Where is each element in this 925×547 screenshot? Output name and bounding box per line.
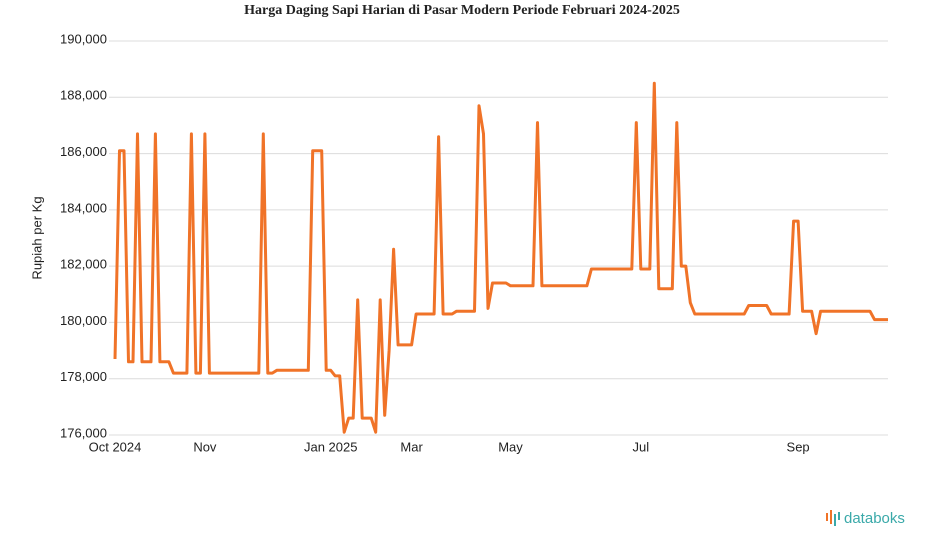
watermark: databoks xyxy=(844,510,905,527)
logo xyxy=(826,510,840,526)
x-tick-label: Nov xyxy=(193,439,217,454)
data-line xyxy=(113,81,888,434)
x-tick-label: Jan 2025 xyxy=(304,439,358,454)
y-tick-label: 176,000 xyxy=(60,425,107,440)
chart-title: Harga Daging Sapi Harian di Pasar Modern… xyxy=(244,3,680,18)
x-tick-label: Sep xyxy=(787,439,810,454)
y-axis-label: Rupiah per Kg xyxy=(29,196,44,279)
x-tick-label: Oct 2024 xyxy=(89,439,142,454)
x-tick-label: May xyxy=(498,439,523,454)
y-tick-label: 178,000 xyxy=(60,369,107,384)
y-tick-label: 180,000 xyxy=(60,313,107,328)
y-tick-label: 190,000 xyxy=(60,31,107,46)
y-tick-label: 186,000 xyxy=(60,144,107,159)
x-tick-label: Mar xyxy=(400,439,423,454)
y-tick-label: 184,000 xyxy=(60,200,107,215)
x-tick-label: Jul xyxy=(633,439,650,454)
y-tick-label: 188,000 xyxy=(60,88,107,103)
y-tick-label: 182,000 xyxy=(60,257,107,272)
